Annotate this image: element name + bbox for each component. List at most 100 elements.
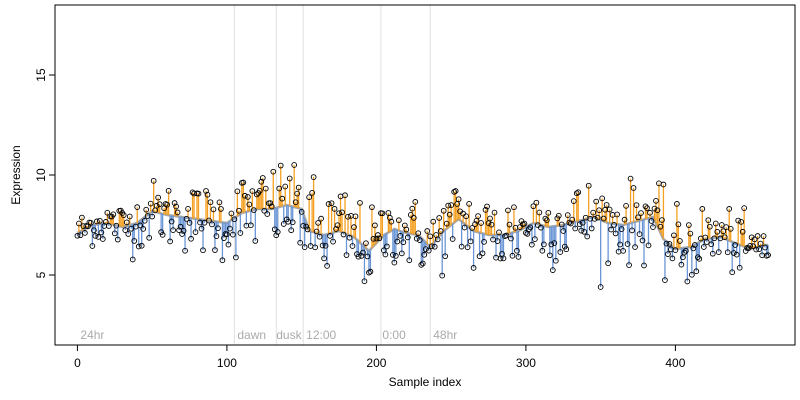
data-point: [131, 238, 138, 244]
data-point: [76, 220, 82, 227]
data-point: [536, 209, 543, 216]
data-point: [376, 235, 383, 242]
data-point: [395, 217, 402, 224]
data-point: [578, 227, 585, 234]
data-point: [379, 210, 386, 217]
data-point: [149, 213, 156, 220]
data-point: [165, 187, 172, 194]
data-point: [606, 206, 613, 213]
data-point: [200, 247, 206, 254]
data-point: [436, 215, 443, 221]
data-point: [322, 242, 329, 249]
data-point: [754, 233, 761, 239]
data-point: [708, 241, 715, 248]
data-point: [645, 242, 652, 249]
data-point: [391, 259, 398, 266]
data-point: [428, 243, 435, 250]
data-point: [564, 212, 571, 218]
data-point: [635, 214, 641, 221]
data-point: [688, 271, 695, 278]
data-point: [301, 244, 308, 250]
data-point: [591, 216, 598, 222]
data-point: [712, 220, 719, 227]
data-point: [425, 247, 432, 254]
data-point: [313, 228, 320, 235]
data-point: [111, 230, 118, 237]
data-point: [256, 187, 263, 194]
data-point: [416, 237, 423, 243]
data-point: [244, 194, 251, 200]
data-point: [125, 231, 132, 237]
data-point: [448, 202, 455, 208]
data-point: [135, 243, 142, 250]
y-axis-title: Expression: [9, 145, 23, 204]
data-point: [503, 232, 510, 239]
data-point: [549, 267, 556, 273]
data-point: [276, 185, 283, 192]
data-point: [156, 201, 163, 208]
data-point: [675, 221, 682, 228]
data-point: [733, 251, 740, 258]
data-point: [418, 262, 425, 268]
data-point: [198, 225, 205, 232]
data-point: [79, 214, 85, 221]
data-point: [177, 223, 184, 230]
data-point: [390, 252, 396, 258]
data-point: [357, 200, 363, 206]
event-label-0: 24hr: [80, 328, 104, 342]
data-point: [225, 241, 232, 248]
data-point: [515, 254, 522, 260]
data-point: [494, 238, 501, 244]
data-point: [195, 190, 202, 197]
data-point: [611, 222, 617, 228]
data-point: [446, 211, 453, 218]
data-point: [627, 175, 634, 182]
data-point: [343, 252, 350, 258]
data-point: [590, 209, 597, 216]
data-point: [346, 234, 353, 241]
data-point: [77, 232, 84, 239]
data-point: [514, 247, 520, 254]
data-point: [297, 239, 304, 246]
x-tick-label: 300: [516, 356, 536, 370]
data-point: [424, 228, 431, 234]
data-point: [345, 213, 351, 220]
data-point: [753, 246, 759, 253]
data-point: [739, 228, 746, 235]
data-point: [563, 246, 570, 253]
data-point: [560, 228, 567, 234]
data-point: [440, 207, 447, 214]
data-point: [540, 241, 547, 248]
data-point: [762, 244, 768, 251]
data-point: [600, 215, 607, 222]
data-point: [439, 272, 446, 279]
data-point: [398, 250, 405, 257]
data-point: [690, 245, 697, 252]
data-point: [351, 224, 357, 230]
data-point: [294, 190, 301, 197]
data-point: [318, 215, 324, 222]
data-point: [511, 204, 517, 211]
data-point: [653, 197, 659, 204]
data-point: [469, 225, 475, 231]
data-point: [361, 278, 368, 285]
data-point: [548, 241, 555, 248]
data-point: [315, 220, 321, 226]
data-point: [741, 205, 748, 211]
data-point: [678, 261, 685, 268]
data-point: [367, 268, 374, 275]
data-point: [98, 229, 105, 236]
data-point: [681, 249, 688, 256]
data-point: [683, 247, 689, 254]
data-point: [696, 255, 703, 262]
data-point: [413, 235, 420, 242]
data-point: [467, 238, 474, 245]
data-point: [155, 194, 162, 201]
data-point: [623, 203, 629, 209]
data-point: [530, 203, 537, 210]
data-point: [342, 192, 348, 199]
data-point: [543, 217, 550, 224]
data-point: [134, 204, 141, 210]
event-annotations-layer: 24hr dawn dusk 12:00 0:00 48hr: [80, 328, 457, 342]
data-point: [410, 215, 417, 221]
